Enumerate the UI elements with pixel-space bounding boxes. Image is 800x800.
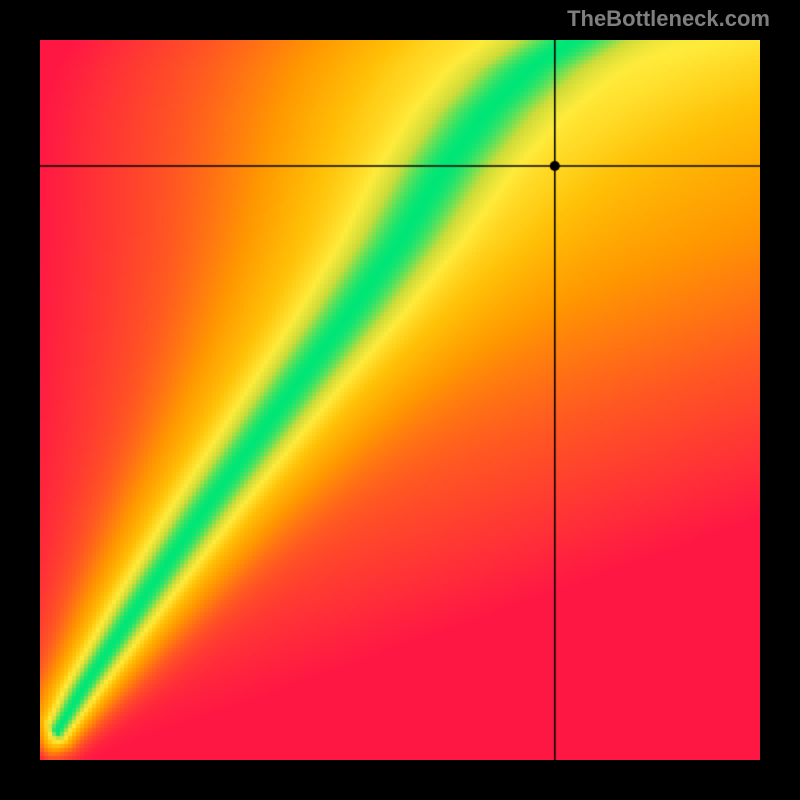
bottleneck-heatmap	[40, 40, 760, 760]
chart-container: { "canvas_size": { "width": 800, "height…	[0, 0, 800, 800]
watermark-text: TheBottleneck.com	[567, 6, 770, 32]
